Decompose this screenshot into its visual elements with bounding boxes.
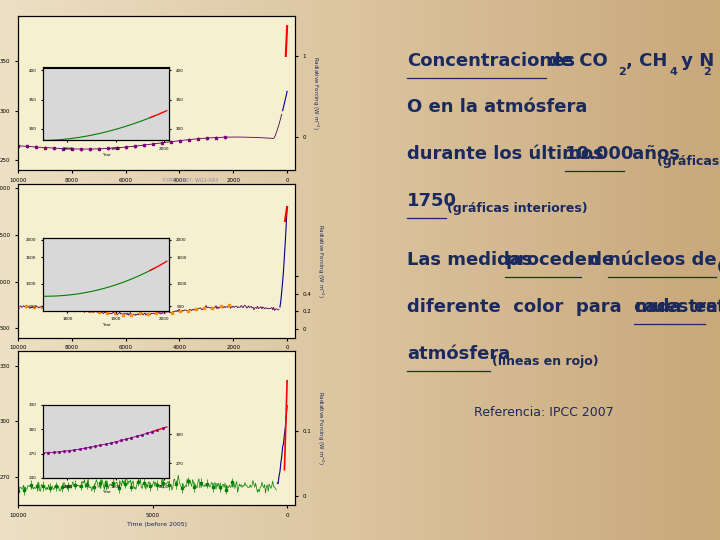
Text: (gráficas interiores): (gráficas interiores) bbox=[448, 202, 588, 215]
Text: 10.000: 10.000 bbox=[564, 145, 634, 163]
Text: 1750: 1750 bbox=[407, 192, 456, 210]
Text: O en la atmósfera: O en la atmósfera bbox=[407, 98, 588, 116]
X-axis label: Year: Year bbox=[102, 153, 111, 157]
X-axis label: Time (before 2005): Time (before 2005) bbox=[127, 522, 186, 526]
Text: de: de bbox=[583, 251, 621, 268]
X-axis label: Year: Year bbox=[102, 490, 111, 494]
Text: 2: 2 bbox=[618, 67, 626, 77]
Text: (símbolos de: (símbolos de bbox=[717, 261, 720, 274]
Text: atmósfera: atmósfera bbox=[407, 345, 510, 363]
Text: de  la: de la bbox=[706, 298, 720, 316]
Text: (gráficas grandes) y desde: (gráficas grandes) y desde bbox=[657, 155, 720, 168]
Text: 2: 2 bbox=[703, 67, 711, 77]
Text: durante los últimos: durante los últimos bbox=[407, 145, 610, 163]
Text: muestras: muestras bbox=[634, 298, 720, 316]
Text: proceden: proceden bbox=[505, 251, 600, 268]
Text: núcleos de hielo: núcleos de hielo bbox=[608, 251, 720, 268]
Text: Concentraciones: Concentraciones bbox=[407, 52, 575, 70]
X-axis label: Year: Year bbox=[102, 323, 111, 327]
Text: ©IPCC 2007: WG1-AR4: ©IPCC 2007: WG1-AR4 bbox=[162, 178, 218, 183]
Y-axis label: Radiative Forcing (W m$^{-2}$): Radiative Forcing (W m$^{-2}$) bbox=[310, 56, 320, 130]
Text: (líneas en rojo): (líneas en rojo) bbox=[492, 355, 598, 368]
Text: 4: 4 bbox=[670, 67, 678, 77]
Text: años: años bbox=[626, 145, 680, 163]
Y-axis label: Radiative Forcing (W m$^{-2}$): Radiative Forcing (W m$^{-2}$) bbox=[315, 224, 325, 298]
Text: Las medidas: Las medidas bbox=[407, 251, 539, 268]
Text: de CO: de CO bbox=[548, 52, 608, 70]
Text: Referencia: IPCC 2007: Referencia: IPCC 2007 bbox=[474, 406, 614, 419]
Text: , CH: , CH bbox=[626, 52, 667, 70]
Text: diferente  color  para  cada  estudio)  y  de: diferente color para cada estudio) y de bbox=[407, 298, 720, 316]
Y-axis label: Radiative Forcing (W m$^{-2}$): Radiative Forcing (W m$^{-2}$) bbox=[315, 391, 325, 465]
Text: y N: y N bbox=[675, 52, 715, 70]
